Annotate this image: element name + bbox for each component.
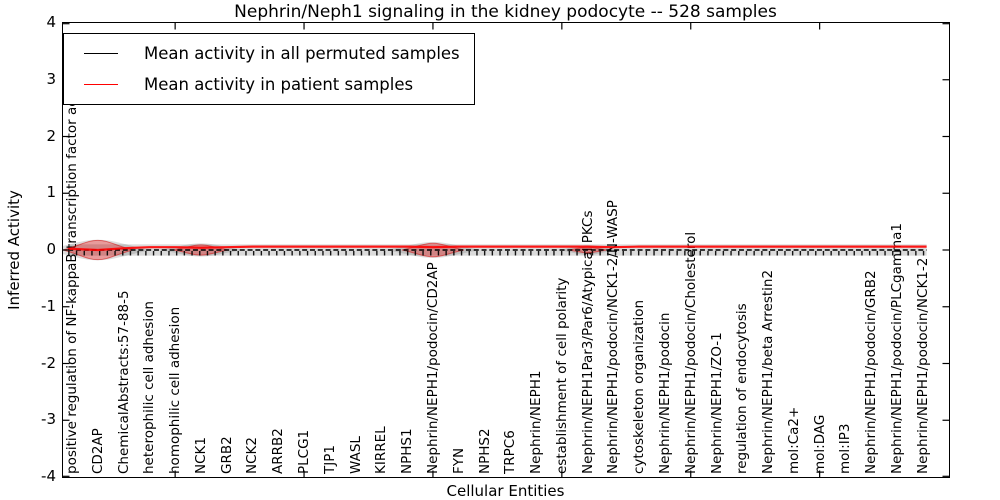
legend-label: Mean activity in patient samples (144, 75, 414, 94)
x-tick-label: NPHS2 (476, 428, 493, 474)
x-tick-label: regulation of endocytosis (734, 303, 751, 474)
x-tick-label: Nephrin/NEPH1/podocin/CD2AP (424, 262, 441, 474)
x-tick-label: FYN (450, 447, 467, 474)
x-tick-label: PLCG1 (296, 429, 313, 474)
x-tick-label: KIRREL (373, 426, 390, 474)
x-tick-label: Nephrin/NEPH1/podocin/NCK1-2/N-WASP (605, 200, 622, 474)
x-tick-label: TRPC6 (502, 430, 519, 474)
x-tick-label: CD2AP (89, 428, 106, 474)
y-tick-label: 4 (46, 13, 56, 31)
x-tick-label: Nephrin/NEPH1 (528, 370, 545, 474)
legend: Mean activity in all permuted samples Mea… (63, 33, 475, 105)
x-tick-label: Nephrin/NEPH1/podocin/Cholesterol (682, 231, 699, 474)
x-tick-label: NPHS1 (399, 428, 416, 474)
chart-title: Nephrin/Neph1 signaling in the kidney po… (234, 2, 777, 22)
x-tick-label: mol:DAG (811, 414, 828, 474)
x-tick-label: Nephrin/NEPH1/podocin (656, 312, 673, 474)
y-tick-label: -2 (41, 353, 56, 372)
x-axis-title: Cellular Entities (446, 482, 565, 500)
x-tick-label: mol:Ca2+ (785, 406, 802, 474)
legend-line-swatch (84, 84, 118, 85)
x-tick-label: homophilic cell adhesion (167, 306, 184, 474)
x-tick-label: Nephrin/NEPH1/podocin/GRB2 (863, 270, 880, 474)
legend-label: Mean activity in all permuted samples (144, 44, 460, 63)
legend-row: Mean activity in patient samples (76, 69, 460, 100)
violin-patient-shape (401, 242, 464, 258)
x-tick-label: TJP1 (321, 445, 338, 474)
x-tick-label: Nephrin/NEPH1/podocin/NCK1-2 (914, 257, 931, 474)
x-tick-label: NCK2 (244, 437, 261, 474)
x-tick-label: NCK1 (192, 437, 209, 474)
x-tick-label: Nephrin/NEPH1/ZO-1 (708, 332, 725, 474)
x-tick-label: Nephrin/NEPH1/podocin/PLCgamma1 (888, 222, 905, 474)
y-tick-label: 2 (46, 126, 56, 145)
x-tick-label: GRB2 (218, 436, 235, 474)
x-tick-label: Nephrin/NEPH1Par3/Par6/Atypical PKCs (579, 210, 596, 475)
legend-line-swatch (84, 53, 118, 54)
x-tick-label: ChemicalAbstracts:57-88-5 (115, 290, 132, 474)
y-tick-label: 1 (46, 183, 56, 202)
x-tick-label: heterophilic cell adhesion (141, 301, 158, 474)
x-tick-label: establishment of cell polarity (553, 277, 570, 474)
violin-permuted-shape (158, 243, 243, 257)
mean-line-patient (68, 245, 927, 252)
y-tick-label: 0 (46, 240, 56, 258)
violin-patient-shape (173, 244, 229, 256)
x-tick-label: mol:IP3 (837, 423, 854, 474)
x-tick-label: ARRB2 (270, 428, 287, 474)
y-tick-label: -4 (41, 467, 56, 485)
y-tick-label: -1 (41, 296, 56, 315)
x-tick-label: cytoskeleton organization (631, 299, 648, 474)
x-tick-label: positive regulation of NF-kappaB transcr… (64, 65, 81, 474)
violin-permuted-shape (384, 242, 481, 258)
legend-row: Mean activity in all permuted samples (76, 38, 460, 69)
y-tick-label: -3 (41, 410, 56, 429)
y-tick-label: 3 (46, 69, 56, 88)
permuted-band (68, 244, 927, 256)
x-tick-label: Nephrin/NEPH1/beta Arrestin2 (760, 269, 777, 474)
x-tick-label: WASL (347, 436, 364, 474)
